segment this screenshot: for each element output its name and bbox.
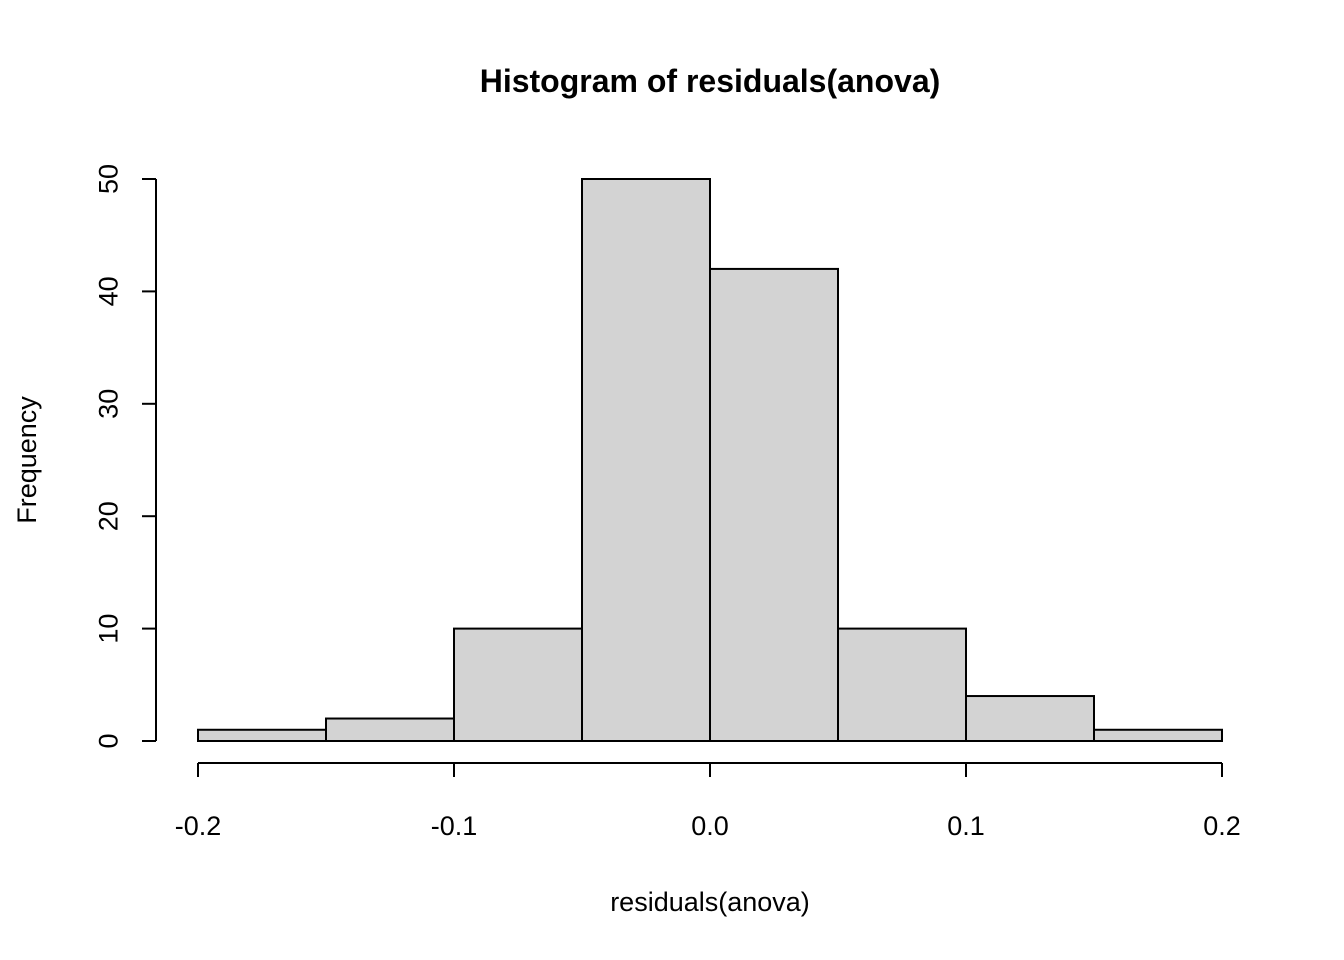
y-axis-label: Frequency bbox=[12, 396, 42, 524]
y-tick-label: 10 bbox=[93, 614, 123, 644]
x-tick-label: -0.2 bbox=[175, 811, 222, 841]
y-tick-label: 40 bbox=[93, 276, 123, 306]
y-tick-label: 20 bbox=[93, 501, 123, 531]
y-tick-label: 50 bbox=[93, 164, 123, 194]
x-axis-label: residuals(anova) bbox=[610, 887, 810, 917]
histogram-bar bbox=[325, 717, 455, 743]
histogram-bar bbox=[453, 627, 583, 742]
x-tick-label: 0.2 bbox=[1203, 811, 1241, 841]
chart-title: Histogram of residuals(anova) bbox=[480, 63, 941, 99]
y-axis: 0 10 20 30 40 50 bbox=[93, 164, 157, 749]
histogram-bar bbox=[581, 178, 711, 742]
histogram-bar bbox=[837, 627, 967, 742]
x-tick-label: -0.1 bbox=[431, 811, 478, 841]
histogram-bar bbox=[965, 695, 1095, 742]
bars-group bbox=[197, 178, 1223, 743]
y-tick-label: 30 bbox=[93, 389, 123, 419]
x-tick-label: 0.0 bbox=[691, 811, 729, 841]
x-tick-label: 0.1 bbox=[947, 811, 985, 841]
histogram-bar bbox=[1093, 728, 1223, 743]
y-tick-label: 0 bbox=[93, 733, 123, 748]
histogram-bar bbox=[197, 728, 327, 743]
x-axis: -0.2 -0.1 0.0 0.1 0.2 bbox=[175, 762, 1241, 841]
histogram-bar bbox=[709, 267, 839, 742]
